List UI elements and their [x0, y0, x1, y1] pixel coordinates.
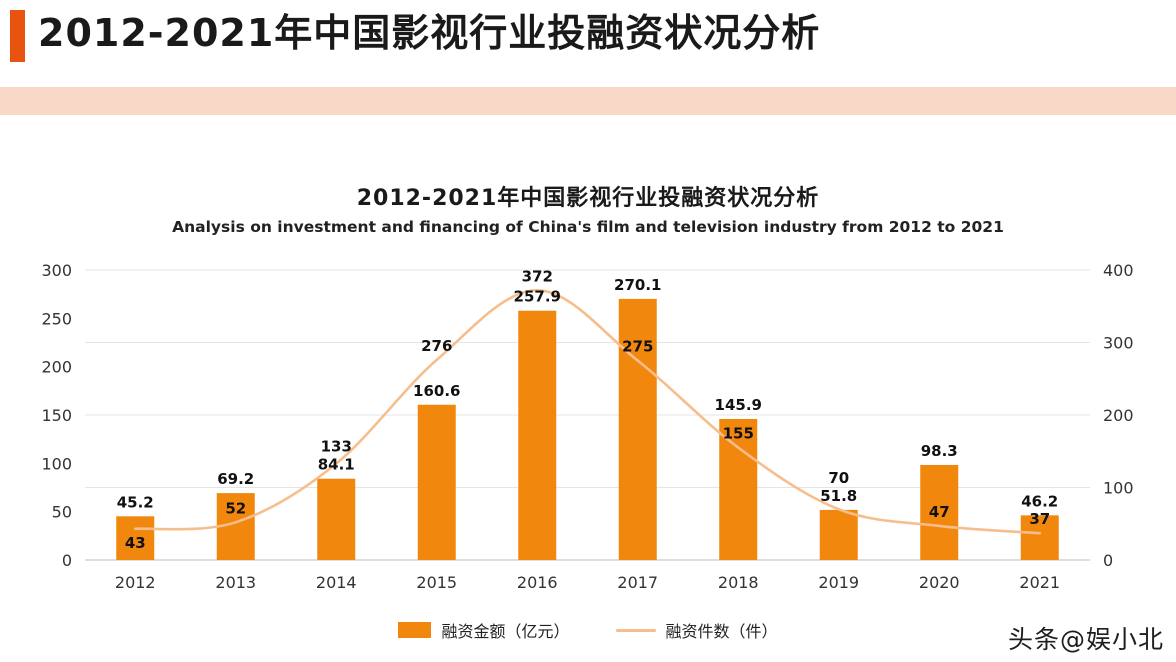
right-axis-tick-label: 0 [1103, 551, 1113, 570]
x-axis-label: 2020 [919, 573, 960, 592]
bar-value-label: 84.1 [318, 456, 355, 474]
decorative-band [0, 87, 1176, 115]
bar-value-label: 45.2 [117, 493, 154, 511]
x-axis-label: 2014 [316, 573, 357, 592]
right-axis-tick-label: 400 [1103, 261, 1134, 280]
bar-2019 [819, 509, 858, 560]
x-axis-label: 2012 [115, 573, 156, 592]
bar-2014 [317, 478, 356, 560]
line-legend-swatch [615, 628, 656, 632]
watermark: 头条@娱小北 [1007, 625, 1164, 654]
line-value-label: 47 [929, 503, 950, 521]
x-axis-label: 2019 [818, 573, 859, 592]
bar-legend-label: 融资金额（亿元） [441, 622, 570, 641]
left-axis-tick-label: 100 [41, 454, 72, 473]
x-axis-label: 2016 [517, 573, 558, 592]
line-value-label: 276 [421, 337, 452, 355]
line-value-label: 70 [828, 469, 849, 487]
legend-item-line: 融资件数（件） [615, 618, 778, 642]
left-axis-tick-label: 150 [41, 406, 72, 425]
bar-value-label: 270.1 [614, 276, 661, 294]
line-value-label: 52 [225, 499, 246, 517]
chart-title: 2012-2021年中国影视行业投融资状况分析 [356, 186, 820, 211]
chart-legend: 融资金额（亿元） 融资件数（件） [0, 618, 1176, 642]
title-accent-bar [10, 10, 25, 62]
left-axis-tick-label: 250 [41, 309, 72, 328]
left-axis-tick-label: 300 [41, 261, 72, 280]
line-value-label: 133 [321, 438, 352, 456]
left-axis-tick-label: 200 [41, 358, 72, 377]
left-axis-tick-label: 50 [52, 503, 72, 522]
right-axis-tick-label: 200 [1103, 406, 1134, 425]
bar-value-label: 98.3 [921, 442, 958, 460]
bar-value-label: 46.2 [1021, 492, 1058, 510]
bar-legend-swatch [398, 622, 432, 638]
bar-value-label: 51.8 [820, 487, 857, 505]
bar-2021 [1020, 515, 1059, 560]
line-value-label: 155 [723, 425, 754, 443]
x-axis-label: 2017 [617, 573, 658, 592]
x-axis-label: 2013 [215, 573, 256, 592]
bar-2016 [518, 310, 557, 560]
bar-value-label: 160.6 [413, 382, 460, 400]
legend-item-bar: 融资金额（亿元） [398, 618, 570, 642]
left-axis-tick-label: 0 [62, 551, 72, 570]
chart-canvas: 0 50 100 150 200 250 300 0 100 200 300 400 2012 2013 2… [41, 261, 1134, 592]
right-axis-tick-label: 300 [1103, 334, 1134, 353]
bar-2017 [618, 298, 657, 560]
line-value-label: 43 [125, 534, 146, 552]
bar-2020 [920, 464, 959, 560]
bar-2015 [417, 404, 456, 560]
page-title: 2012-2021年中国影视行业投融资状况分析 [38, 11, 821, 55]
right-axis-tick-label: 100 [1103, 479, 1134, 498]
chart-subtitle: Analysis on investment and financing of … [172, 218, 1004, 236]
line-series-path [133, 288, 1042, 535]
bar-value-label: 145.9 [715, 396, 762, 414]
x-axis-label: 2015 [416, 573, 457, 592]
x-axis-label: 2018 [718, 573, 759, 592]
bar-2012 [116, 516, 155, 560]
line-value-label: 37 [1029, 510, 1050, 528]
bar-value-label: 69.2 [217, 470, 254, 488]
bar-2018 [719, 418, 758, 560]
bar-value-label: 257.9 [514, 288, 561, 306]
line-legend-label: 融资件数（件） [665, 622, 778, 641]
line-value-label: 275 [622, 338, 653, 356]
line-value-label: 372 [522, 267, 553, 285]
x-axis-label: 2021 [1019, 573, 1060, 592]
